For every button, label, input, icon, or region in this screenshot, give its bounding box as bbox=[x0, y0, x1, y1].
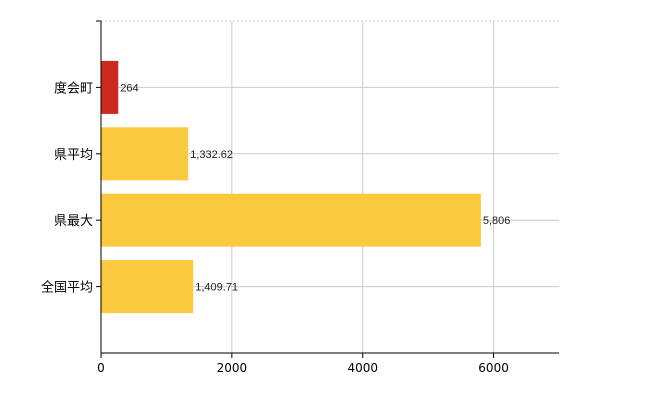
data-label: 5,806 bbox=[483, 215, 511, 227]
bars bbox=[101, 60, 481, 314]
bar bbox=[101, 60, 119, 114]
axes bbox=[96, 20, 559, 358]
category-label: 県最大 bbox=[54, 214, 93, 229]
category-label: 度会町 bbox=[54, 80, 93, 96]
labels: 0 2000 4000 6000 度会町 264 県平均 1,332.62 県最大 5,806 全国… bbox=[41, 80, 510, 375]
category-label: 全国平均 bbox=[41, 280, 93, 296]
bar bbox=[101, 193, 481, 247]
x-tick-label: 0 bbox=[97, 361, 105, 375]
x-tick-label: 6000 bbox=[478, 361, 509, 375]
data-label: 1,409.71 bbox=[195, 282, 238, 294]
x-tick-label: 4000 bbox=[347, 361, 378, 375]
data-label: 264 bbox=[120, 82, 138, 94]
category-label: 県平均 bbox=[54, 148, 93, 163]
bar bbox=[101, 260, 194, 314]
bar bbox=[101, 127, 189, 181]
x-tick-label: 2000 bbox=[217, 361, 248, 375]
data-label: 1,332.62 bbox=[190, 149, 233, 161]
